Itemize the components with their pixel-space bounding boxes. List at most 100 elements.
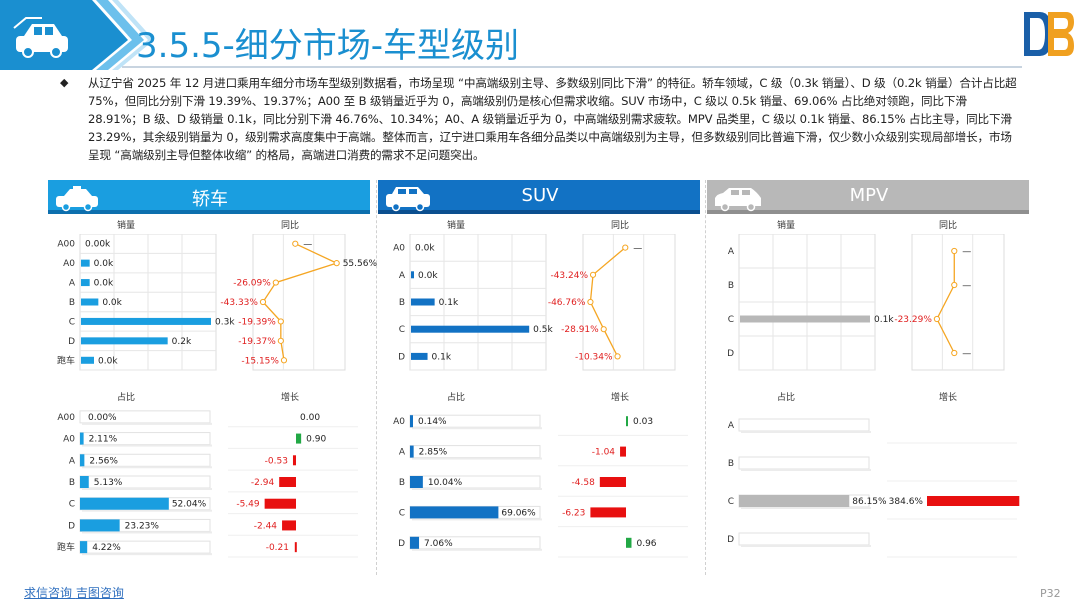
value-label: 5.13%	[94, 478, 123, 488]
point	[292, 240, 299, 247]
bar	[590, 507, 626, 518]
point	[600, 326, 607, 333]
bar	[81, 298, 99, 306]
bar	[296, 433, 302, 444]
value-label: 4.22%	[92, 543, 121, 553]
mpv-share-chart: A B C 86.15% D	[727, 418, 887, 547]
bar	[80, 454, 85, 467]
value-label: 86.15%	[852, 497, 887, 507]
mpv-growth-chart: 384.6%	[887, 442, 1020, 558]
category-label: C	[728, 315, 734, 325]
mpv-sales-title: 销量	[776, 221, 795, 231]
bar	[599, 477, 626, 487]
sedan-yoy-title: 同比	[280, 221, 299, 231]
data-label: -15.15%	[241, 356, 279, 366]
category-label: B	[399, 478, 405, 488]
data-label: -46.76%	[548, 298, 586, 308]
value-label: 0.5k	[533, 325, 553, 335]
point	[272, 279, 279, 286]
suv-sales-chart: A0 0.0k A 0.0k B 0.1k C 0.5k D 0.1k	[393, 234, 553, 371]
value-label: 0.0k	[94, 259, 114, 269]
value-label: 0.0k	[98, 356, 118, 366]
sedan-panel-label: 轿车	[192, 189, 228, 210]
data-label: —	[962, 281, 971, 291]
suv-panel-header	[378, 180, 700, 214]
point	[589, 271, 597, 278]
bar	[410, 506, 499, 519]
value-label: 0.00	[300, 413, 320, 423]
suv-share-title: 占比	[446, 393, 465, 403]
mpv-icon	[715, 188, 761, 212]
bar-shadow	[741, 469, 871, 471]
bar-shadow	[412, 427, 542, 430]
bar	[626, 416, 628, 427]
bar	[410, 445, 414, 458]
bar	[411, 271, 414, 279]
value-label: 0.0k	[94, 279, 114, 289]
value-label: 2.56%	[89, 456, 118, 466]
data-label: —	[962, 247, 971, 257]
mpv-sales-chart: A B C 0.1k D	[727, 234, 894, 371]
mpv-yoy-title: 同比	[938, 221, 957, 231]
value-label: 23.23%	[125, 521, 160, 531]
category-label: D	[398, 539, 405, 549]
value-label: 0.90	[306, 435, 326, 445]
header-banner	[0, 0, 154, 70]
sedan-sales-title: 销量	[116, 221, 135, 231]
point	[277, 318, 284, 325]
value-label: 2.85%	[419, 448, 448, 458]
category-label: A	[399, 271, 406, 281]
point	[280, 357, 288, 364]
point	[933, 315, 941, 323]
category-label: D	[398, 352, 405, 362]
mpv-panel-header	[707, 180, 1029, 214]
point	[333, 260, 340, 267]
summary-paragraph: 从辽宁省 2025 年 12 月进口乘用车细分市场车型级别数据看，市场呈现 “中…	[88, 76, 1017, 162]
bar-shadow	[82, 466, 212, 469]
bar-shadow	[741, 507, 871, 509]
value-label: 0.1k	[432, 352, 452, 362]
yoy-line	[589, 247, 626, 357]
bar	[739, 495, 850, 507]
bar-shadow	[82, 422, 212, 425]
footer-links: 求信咨询 吉图咨询	[24, 584, 124, 601]
mpv-share-title: 占比	[776, 393, 795, 403]
bar	[626, 537, 632, 548]
bar-track	[738, 418, 870, 432]
bar-shadow	[741, 545, 871, 547]
bar	[410, 415, 413, 428]
category-label: B	[69, 478, 75, 488]
value-label: -2.44	[254, 521, 278, 531]
category-label: A0	[63, 259, 75, 269]
point	[951, 281, 958, 289]
bar	[410, 536, 420, 549]
bar-track	[738, 532, 870, 546]
data-label: —	[633, 244, 642, 254]
logo-icon	[1024, 12, 1074, 56]
footer-link-jitu[interactable]: 吉图咨询	[75, 586, 124, 600]
plot-frame	[582, 234, 676, 371]
value-label: 0.0k	[415, 244, 435, 254]
bar	[80, 476, 89, 488]
panel-divider	[376, 180, 377, 575]
value-label: 52.04%	[172, 500, 207, 510]
bar-track	[738, 456, 870, 470]
yoy-line	[936, 251, 955, 354]
bar	[740, 315, 870, 323]
value-label: 0.00%	[88, 413, 117, 423]
bullet-icon: ◆	[60, 76, 69, 89]
category-label: A	[399, 448, 406, 458]
bar	[264, 498, 296, 509]
category-label: C	[399, 325, 405, 335]
bar	[81, 279, 90, 287]
bar-shadow	[412, 548, 542, 551]
value-label: -4.58	[572, 478, 596, 488]
value-label: -6.23	[562, 508, 585, 518]
taxi-icon	[56, 186, 98, 212]
bar	[81, 356, 94, 364]
point	[951, 349, 958, 357]
category-label: B	[728, 281, 734, 291]
value-label: 0.03	[633, 417, 653, 427]
page-title: 3.5.5-细分市场-车型级别	[136, 26, 520, 66]
footer-link-qiuxin[interactable]: 求信咨询	[24, 586, 73, 600]
